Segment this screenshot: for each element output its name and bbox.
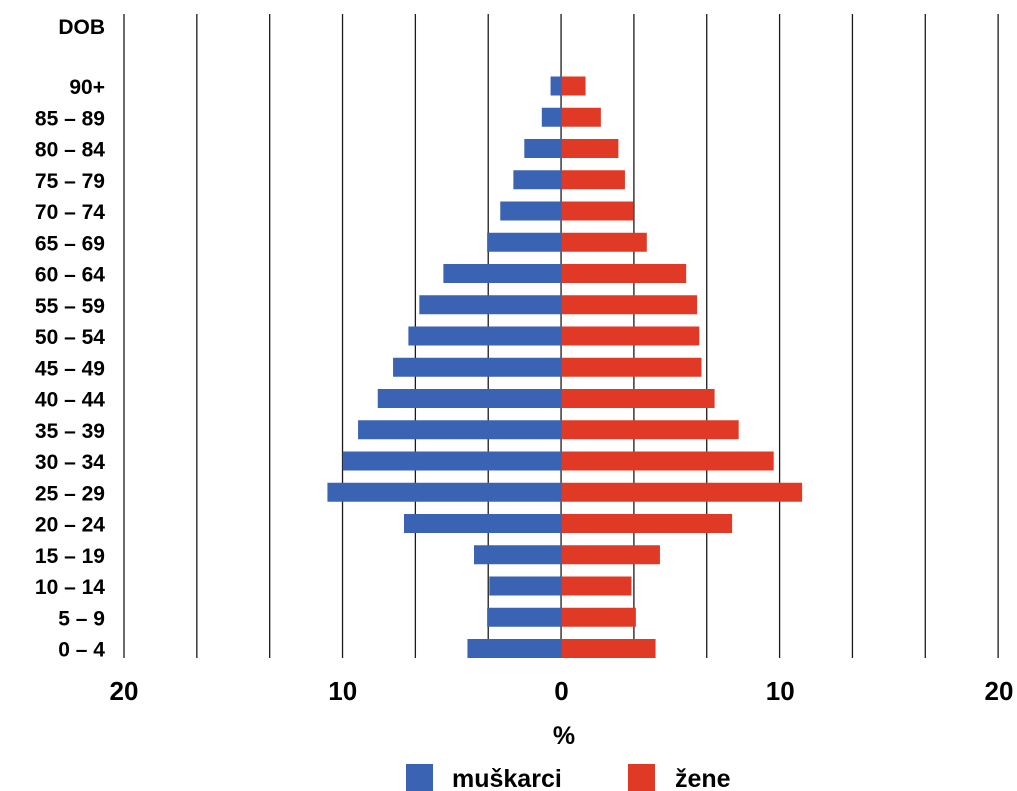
age-label-9: 45 – 49 (35, 357, 105, 380)
bar-left-18 (467, 639, 562, 658)
age-label-13: 25 – 29 (35, 482, 105, 505)
age-group-labels: 90+ 85 – 89 80 – 84 75 – 79 70 – 74 65 – 69 60… (35, 76, 105, 662)
bar-right-5 (561, 232, 647, 252)
x-tick-3: 10 (766, 676, 795, 706)
x-tick-2: 0 (554, 676, 568, 706)
bar-left-14 (404, 514, 562, 533)
bar-right-17 (561, 607, 636, 627)
bar-left-3 (513, 170, 562, 190)
bar-right-2 (561, 139, 619, 158)
bar-left-8 (408, 326, 562, 346)
bar-left-13 (327, 482, 562, 502)
age-label-18: 0 – 4 (58, 639, 105, 662)
age-label-15: 15 – 19 (35, 545, 105, 568)
age-label-3: 75 – 79 (35, 170, 105, 193)
legend-label-1: žene (675, 765, 731, 791)
bar-left-0 (550, 76, 562, 96)
bar-right-13 (561, 482, 803, 502)
age-label-10: 40 – 44 (35, 389, 105, 412)
bar-right-10 (561, 389, 715, 408)
age-label-11: 35 – 39 (35, 420, 105, 443)
bar-left-15 (474, 545, 562, 565)
bar-right-6 (561, 264, 687, 283)
bar-right-4 (561, 201, 634, 221)
x-tick-1: 10 (328, 676, 357, 706)
x-tick-labels: 20 10 0 10 20 (110, 676, 1014, 706)
age-label-2: 80 – 84 (35, 139, 105, 162)
bar-left-9 (393, 357, 562, 377)
bar-right-1 (561, 107, 601, 127)
bar-left-16 (489, 576, 562, 596)
bar-right-3 (561, 170, 625, 190)
age-label-8: 50 – 54 (35, 326, 105, 349)
age-label-14: 20 – 24 (35, 514, 105, 537)
bar-right-18 (561, 639, 656, 658)
age-label-6: 60 – 64 (35, 264, 105, 287)
age-label-7: 55 – 59 (35, 295, 105, 318)
legend-label-0: muškarci (452, 765, 562, 791)
bar-right-14 (561, 514, 733, 533)
bar-right-12 (561, 451, 774, 471)
age-label-17: 5 – 9 (58, 607, 105, 630)
bar-right-7 (561, 295, 698, 315)
bar-right-16 (561, 576, 632, 596)
age-label-0: 90+ (69, 76, 105, 99)
bar-left-12 (342, 451, 562, 471)
bar-left-1 (541, 107, 562, 127)
x-axis-title: % (553, 722, 575, 750)
bar-right-8 (561, 326, 700, 346)
bar-left-11 (358, 420, 562, 440)
age-label-5: 65 – 69 (35, 232, 105, 255)
legend: muškarci žene (406, 764, 731, 791)
x-tick-4: 20 (985, 676, 1014, 706)
legend-swatch-0 (406, 764, 433, 791)
age-label-4: 70 – 74 (35, 201, 105, 224)
bars (327, 76, 803, 658)
legend-swatch-1 (628, 764, 655, 791)
bar-left-4 (500, 201, 562, 221)
age-label-1: 85 – 89 (35, 107, 105, 130)
bar-right-9 (561, 357, 702, 377)
bar-right-0 (561, 76, 586, 96)
bar-left-6 (443, 264, 562, 283)
bar-right-11 (561, 420, 739, 440)
bar-left-10 (377, 389, 562, 408)
age-axis-title: DOB (58, 16, 105, 39)
bar-left-5 (487, 232, 562, 252)
bar-left-7 (419, 295, 562, 315)
x-tick-0: 20 (110, 676, 139, 706)
age-label-16: 10 – 14 (35, 576, 105, 599)
bar-left-2 (524, 139, 562, 158)
bar-right-15 (561, 545, 660, 565)
age-label-12: 30 – 34 (35, 451, 105, 474)
bar-left-17 (487, 607, 562, 627)
